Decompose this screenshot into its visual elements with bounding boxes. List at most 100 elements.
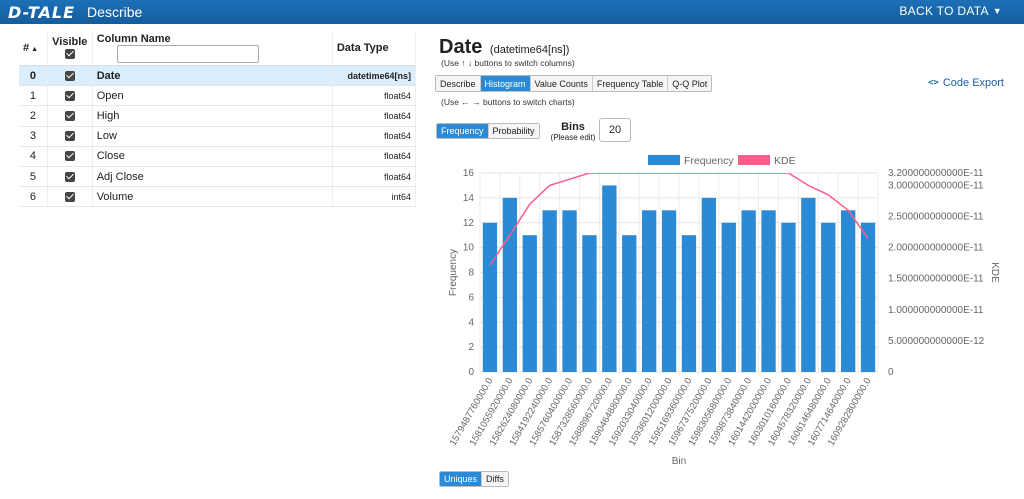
- back-to-data-link[interactable]: BACK TO DATA ▼: [899, 4, 1002, 18]
- row-data-type: float64: [332, 126, 417, 147]
- visible-all-checkbox[interactable]: [64, 49, 75, 60]
- row-data-type: float64: [332, 166, 417, 188]
- table-row[interactable]: 0 Date datetime64[ns]: [19, 65, 417, 87]
- y2-tick-label: 3.000000000000E-11: [888, 180, 984, 191]
- y2-tick-label: 2.000000000000E-11: [888, 243, 984, 254]
- row-visible-checkbox[interactable]: [64, 191, 75, 202]
- row-column-name: High: [92, 105, 333, 127]
- row-column-name: Adj Close: [92, 166, 333, 188]
- frequency-mode-button[interactable]: Frequency: [437, 124, 489, 138]
- histogram-bar: [602, 185, 617, 372]
- code-icon: <>: [928, 78, 939, 88]
- row-visible-checkbox-cell: [47, 105, 93, 127]
- y-tick-label: 10: [463, 243, 475, 254]
- columns-table: # ▲ Visible Column Name Data Type 0 Date …: [19, 31, 417, 208]
- tab-frequency-table[interactable]: Frequency Table: [592, 76, 669, 91]
- y-tick-label: 6: [468, 292, 474, 303]
- name-column-header: Column Name: [92, 31, 333, 66]
- diffs-button[interactable]: Diffs: [482, 472, 508, 486]
- row-index: 0: [19, 65, 48, 87]
- code-export-label: Code Export: [942, 77, 1004, 89]
- histogram-bar: [522, 235, 537, 372]
- code-export-link[interactable]: <> Code Export: [928, 77, 1004, 89]
- probability-mode-button[interactable]: Probability: [488, 124, 539, 138]
- row-data-type: datetime64[ns]: [332, 65, 417, 87]
- legend-kde-swatch: [738, 155, 770, 165]
- histogram-bar: [701, 197, 717, 372]
- table-row[interactable]: 3 Low float64: [19, 126, 417, 147]
- tab-value-counts[interactable]: Value Counts: [530, 76, 593, 91]
- page-title: Describe: [87, 4, 143, 20]
- row-visible-checkbox-cell: [47, 85, 93, 107]
- row-visible-checkbox[interactable]: [64, 171, 75, 182]
- index-column-header[interactable]: # ▲: [19, 31, 48, 66]
- tab-describe[interactable]: Describe: [436, 76, 481, 91]
- legend-frequency-label: Frequency: [684, 155, 734, 167]
- row-visible-checkbox-cell: [47, 65, 93, 87]
- row-column-name: Low: [92, 126, 333, 147]
- row-index: 2: [19, 105, 48, 127]
- dtale-logo[interactable]: D-TALE: [8, 2, 76, 22]
- row-index: 1: [19, 85, 48, 107]
- columns-table-header: # ▲ Visible Column Name Data Type: [19, 31, 417, 66]
- bins-subtitle: (Please edit): [550, 133, 596, 142]
- kde-line: [489, 173, 869, 266]
- detail-column-name: Date: [439, 36, 483, 58]
- histogram-bar: [622, 235, 637, 372]
- row-data-type: float64: [332, 105, 417, 127]
- column-name-filter-input[interactable]: [116, 45, 259, 63]
- bins-label: Bins (Please edit): [547, 121, 599, 142]
- histogram-bar: [781, 222, 796, 372]
- histogram-bar: [661, 210, 677, 372]
- y2-axis-title: KDE: [989, 262, 1000, 283]
- y2-tick-label: 3.200000000000E-11: [888, 168, 984, 179]
- table-row[interactable]: 4 Close float64: [19, 146, 417, 167]
- row-column-name: Volume: [92, 186, 333, 208]
- chart-tabs: Describe Histogram Value Counts Frequenc…: [435, 75, 713, 92]
- row-index: 5: [19, 166, 48, 188]
- row-data-type: float64: [332, 146, 417, 167]
- bins-input[interactable]: 20: [599, 118, 631, 142]
- row-index: 4: [19, 146, 48, 167]
- bins-title: Bins: [561, 121, 585, 133]
- histogram-bar: [641, 210, 657, 372]
- uniques-button[interactable]: Uniques: [440, 472, 483, 486]
- detail-title: Date (datetime64[ns]): [439, 36, 569, 59]
- y-tick-label: 0: [468, 367, 474, 378]
- histogram-bar: [582, 235, 597, 372]
- row-visible-checkbox[interactable]: [64, 70, 75, 81]
- y-tick-label: 2: [468, 342, 474, 353]
- switch-charts-hint: (Use ← → buttons to switch charts): [441, 97, 575, 107]
- visible-column-header: Visible: [47, 31, 93, 66]
- visible-header-label: Visible: [52, 36, 88, 48]
- legend-frequency-swatch: [648, 155, 680, 165]
- detail-dtype: (datetime64[ns]): [489, 44, 570, 56]
- y-axis-title: Frequency: [448, 249, 459, 296]
- y-tick-label: 14: [463, 193, 475, 204]
- row-column-name: Open: [92, 85, 333, 107]
- table-row[interactable]: 1 Open float64: [19, 85, 417, 107]
- y2-tick-label: 2.500000000000E-11: [888, 212, 984, 223]
- row-visible-checkbox[interactable]: [64, 151, 75, 162]
- row-visible-checkbox[interactable]: [64, 131, 75, 142]
- y-tick-label: 16: [463, 168, 475, 179]
- row-visible-checkbox[interactable]: [64, 111, 75, 122]
- row-visible-checkbox-cell: [47, 186, 93, 208]
- table-row[interactable]: 2 High float64: [19, 105, 417, 127]
- tab-qq-plot[interactable]: Q-Q Plot: [668, 76, 712, 91]
- row-data-type: float64: [332, 85, 417, 107]
- histogram-bar: [860, 222, 876, 372]
- table-row[interactable]: 6 Volume int64: [19, 186, 417, 208]
- switch-columns-hint: (Use ↑ ↓ buttons to switch columns): [441, 58, 575, 68]
- type-column-header: Data Type: [332, 31, 417, 66]
- row-visible-checkbox[interactable]: [64, 90, 75, 101]
- table-row[interactable]: 5 Adj Close float64: [19, 166, 417, 188]
- row-visible-checkbox-cell: [47, 126, 93, 147]
- histogram-bar: [741, 210, 756, 372]
- row-column-name: Date: [92, 65, 333, 87]
- histogram-bar: [801, 197, 816, 372]
- tab-histogram[interactable]: Histogram: [480, 76, 531, 91]
- histogram-chart: 0 2 4 6 8 10 12 14 16 0 5.000000000000E-12 1.000000…: [448, 155, 1000, 467]
- top-bar: D-TALE Describe BACK TO DATA ▼: [0, 0, 1024, 24]
- histogram-bar: [761, 210, 776, 372]
